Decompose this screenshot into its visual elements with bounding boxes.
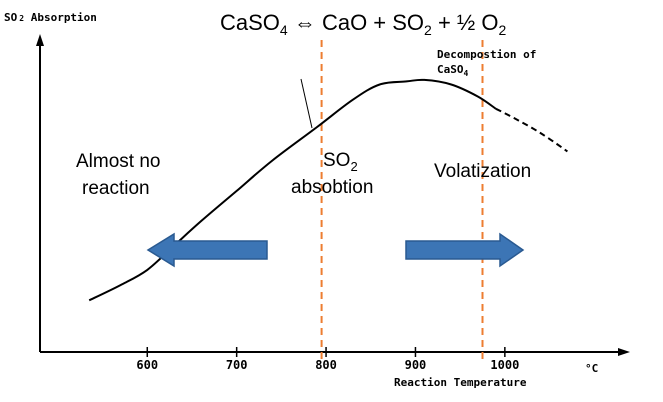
region-boundaries bbox=[320, 40, 484, 360]
region-middle-line1: SO2 bbox=[323, 150, 358, 174]
x-axis-label: Reaction Temperature bbox=[394, 376, 527, 389]
y-axis-arrowhead bbox=[36, 34, 44, 46]
equation-title: CaSO4 ⇔ CaO + SO2 + ½ O2 bbox=[220, 10, 507, 38]
peak-leader-line bbox=[300, 78, 313, 129]
absorption-curve-solid bbox=[88, 78, 497, 302]
right-arrow bbox=[405, 232, 525, 268]
region-right-label: Volatization bbox=[434, 161, 531, 182]
absorption-curve bbox=[88, 78, 568, 302]
x-tick-label: 700 bbox=[226, 358, 248, 372]
decomposition-label-line1: Decompostion of bbox=[437, 48, 536, 61]
x-axis-unit: °C bbox=[585, 362, 598, 375]
region-middle-line2: absobtion bbox=[291, 177, 373, 198]
decomposition-curve-dashed bbox=[495, 107, 568, 153]
x-tick-label: 1000 bbox=[490, 358, 519, 372]
left-arrow bbox=[146, 232, 268, 268]
x-tick-labels: 600 700 800 900 1000 bbox=[136, 358, 519, 372]
y-axis-label: SO 2 Absorption bbox=[4, 11, 97, 24]
x-axis-arrowhead bbox=[618, 348, 630, 356]
region-left-line2: reaction bbox=[82, 178, 150, 199]
decomposition-label-line2: CaSO4 bbox=[437, 63, 469, 78]
x-tick-label: 900 bbox=[405, 358, 427, 372]
x-tick-label: 600 bbox=[136, 358, 158, 372]
x-tick-marks bbox=[146, 347, 506, 357]
axes bbox=[36, 34, 630, 356]
region-left-line1: Almost no bbox=[76, 151, 160, 172]
x-tick-label: 800 bbox=[315, 358, 337, 372]
